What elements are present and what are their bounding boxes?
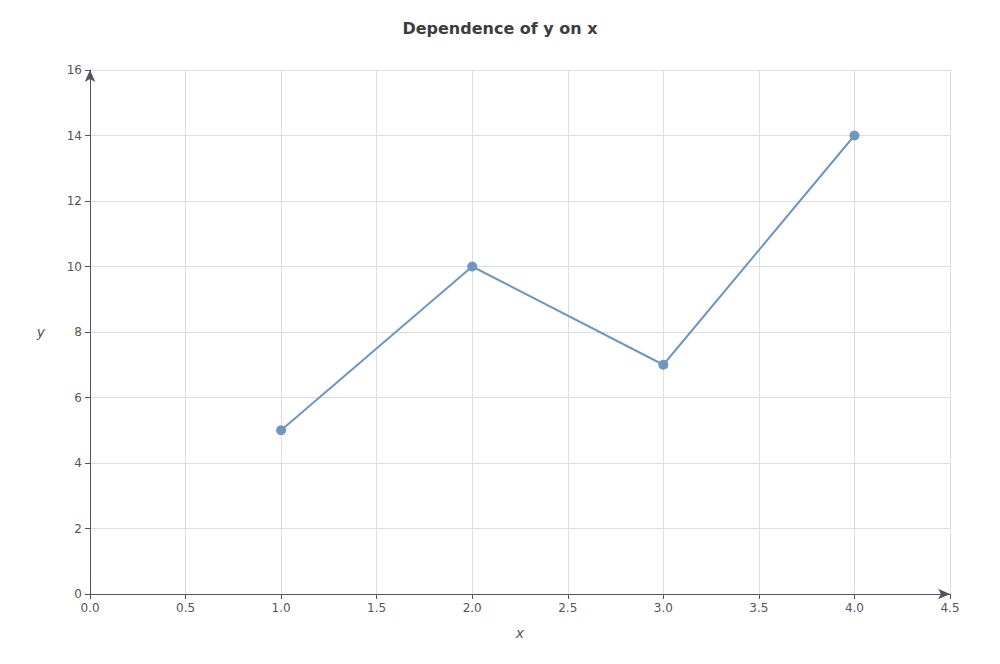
svg-text:0.5: 0.5 — [176, 601, 195, 615]
svg-text:2: 2 — [74, 522, 82, 536]
svg-text:2.5: 2.5 — [558, 601, 577, 615]
svg-text:x: x — [515, 625, 525, 641]
svg-text:y: y — [36, 324, 46, 340]
svg-text:0: 0 — [74, 587, 82, 601]
svg-text:10: 10 — [67, 260, 82, 274]
svg-text:4.0: 4.0 — [845, 601, 864, 615]
svg-text:0.0: 0.0 — [80, 601, 99, 615]
svg-text:Dependence of y on x: Dependence of y on x — [402, 19, 598, 38]
svg-text:4.5: 4.5 — [940, 601, 959, 615]
svg-text:1.5: 1.5 — [367, 601, 386, 615]
svg-text:6: 6 — [74, 391, 82, 405]
svg-text:8: 8 — [74, 325, 82, 339]
svg-text:2.0: 2.0 — [463, 601, 482, 615]
svg-text:4: 4 — [74, 456, 82, 470]
svg-text:12: 12 — [67, 194, 82, 208]
svg-text:16: 16 — [67, 63, 82, 77]
svg-text:3.0: 3.0 — [654, 601, 673, 615]
svg-text:14: 14 — [67, 129, 82, 143]
svg-text:1.0: 1.0 — [272, 601, 291, 615]
svg-text:3.5: 3.5 — [749, 601, 768, 615]
